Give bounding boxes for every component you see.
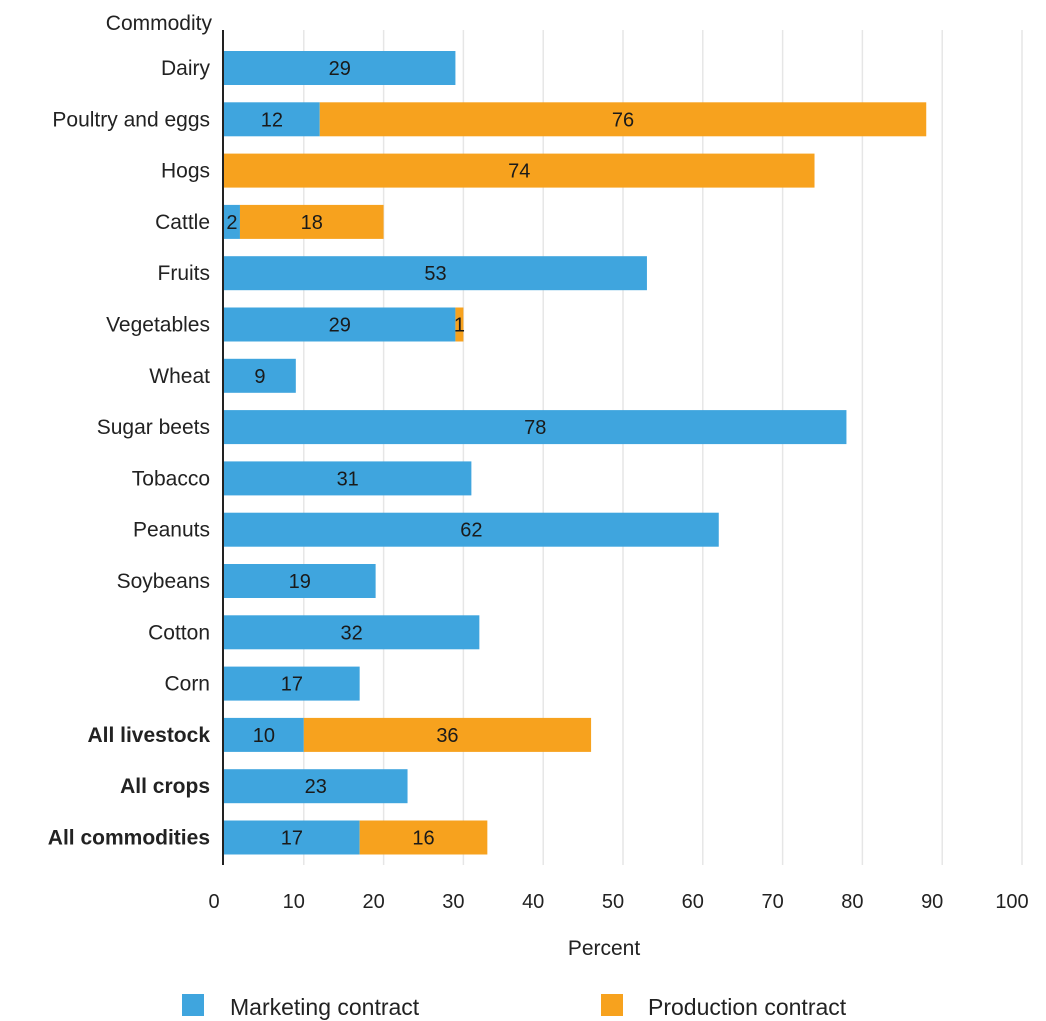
bar-marketing-contract-dairy [224,51,456,85]
category-label-peanuts: Peanuts [133,519,210,542]
value-label-marketing-contract-all-livestock: 10 [253,725,275,747]
bar-production-contract-hogs [224,153,815,188]
bar-production-contract-vegetables [455,307,464,342]
y-axis-title: Commodity [106,12,213,35]
category-label-all-commodities: All commodities [48,827,210,850]
x-tick-label-60: 60 [682,891,704,913]
bar-marketing-contract-peanuts [224,512,719,547]
category-label-wheat: Wheat [149,365,210,388]
x-tick-label-80: 80 [841,891,863,913]
value-label-marketing-contract-corn: 17 [281,674,303,696]
bar-marketing-contract-cotton [224,615,480,650]
value-label-production-contract-cattle: 18 [301,212,323,234]
legend-label-production: Production contract [648,994,847,1020]
category-label-sugar-beets: Sugar beets [97,416,210,439]
x-tick-label-10: 10 [283,891,305,913]
value-label-production-contract-poultry-and-eggs: 76 [612,109,634,131]
bar-marketing-contract-all-crops [224,769,408,804]
x-tick-label-20: 20 [362,891,384,913]
bar-marketing-contract-fruits [224,256,647,291]
bar-marketing-contract-all-livestock [224,717,304,752]
value-label-marketing-contract-all-crops: 23 [305,776,327,798]
category-label-dairy: Dairy [161,57,211,80]
value-label-marketing-contract-poultry-and-eggs: 12 [261,109,283,131]
x-axis-title: Percent [568,937,641,960]
bar-marketing-contract-corn [224,666,360,701]
value-label-marketing-contract-vegetables: 29 [329,315,351,337]
bar-marketing-contract-sugar-beets [224,410,847,445]
value-label-marketing-contract-tobacco: 31 [337,468,359,490]
bar-production-contract-all-livestock [303,717,592,752]
category-label-all-crops: All crops [120,775,210,798]
category-label-corn: Corn [164,673,210,696]
x-tick-label-70: 70 [761,891,783,913]
x-tick-label-90: 90 [921,891,943,913]
x-tick-label-30: 30 [442,891,464,913]
x-tick-label-100: 100 [995,891,1028,913]
bar-production-contract-cattle [239,204,384,239]
category-label-soybeans: Soybeans [117,570,210,593]
category-labels: Dairy Poultry and eggs Hogs Cattle Fruits Veg… [48,57,211,850]
legend: Marketing contract Production contract [182,994,847,1020]
value-label-marketing-contract-fruits: 53 [424,263,446,285]
bar-marketing-contract-wheat [224,358,296,393]
value-label-marketing-contract-cotton: 32 [341,622,363,644]
bar-marketing-contract-all-commodities [224,820,360,855]
value-label-marketing-contract-cattle: 2 [226,212,237,234]
x-tick-labels: 0 10 20 30 40 50 60 70 80 90 100 [208,891,1028,913]
legend-swatch-marketing [182,994,204,1016]
category-label-fruits: Fruits [158,262,211,285]
bars [224,51,927,855]
value-label-marketing-contract-peanuts: 62 [460,520,482,542]
bar-production-contract-all-commodities [359,820,488,855]
x-tick-label-0: 0 [208,891,219,913]
x-tick-label-40: 40 [522,891,544,913]
x-tick-label-50: 50 [602,891,624,913]
value-label-production-contract-hogs: 74 [508,161,530,183]
value-label-marketing-contract-soybeans: 19 [289,571,311,593]
legend-swatch-production [601,994,623,1016]
category-label-hogs: Hogs [161,160,210,183]
value-label-marketing-contract-all-commodities: 17 [281,828,303,850]
bar-production-contract-poultry-and-eggs [319,102,927,137]
value-label-production-contract-all-livestock: 36 [436,725,458,747]
category-label-tobacco: Tobacco [132,467,210,490]
category-label-cotton: Cotton [148,621,210,644]
category-label-poultry-and-eggs: Poultry and eggs [52,108,210,131]
bar-marketing-contract-vegetables [224,307,456,342]
value-label-marketing-contract-sugar-beets: 78 [524,417,546,439]
value-label-marketing-contract-wheat: 9 [254,366,265,388]
value-label-marketing-contract-dairy: 29 [329,58,351,80]
legend-label-marketing: Marketing contract [230,994,420,1020]
category-label-all-livestock: All livestock [87,724,210,747]
category-label-vegetables: Vegetables [106,314,210,337]
value-label-production-contract-vegetables: 1 [454,315,465,337]
value-label-production-contract-all-commodities: 16 [412,828,434,850]
bar-marketing-contract-cattle [224,204,240,239]
bar-marketing-contract-tobacco [224,461,472,496]
category-label-cattle: Cattle [155,211,210,234]
bar-marketing-contract-soybeans [224,564,376,598]
bar-marketing-contract-poultry-and-eggs [224,102,320,137]
